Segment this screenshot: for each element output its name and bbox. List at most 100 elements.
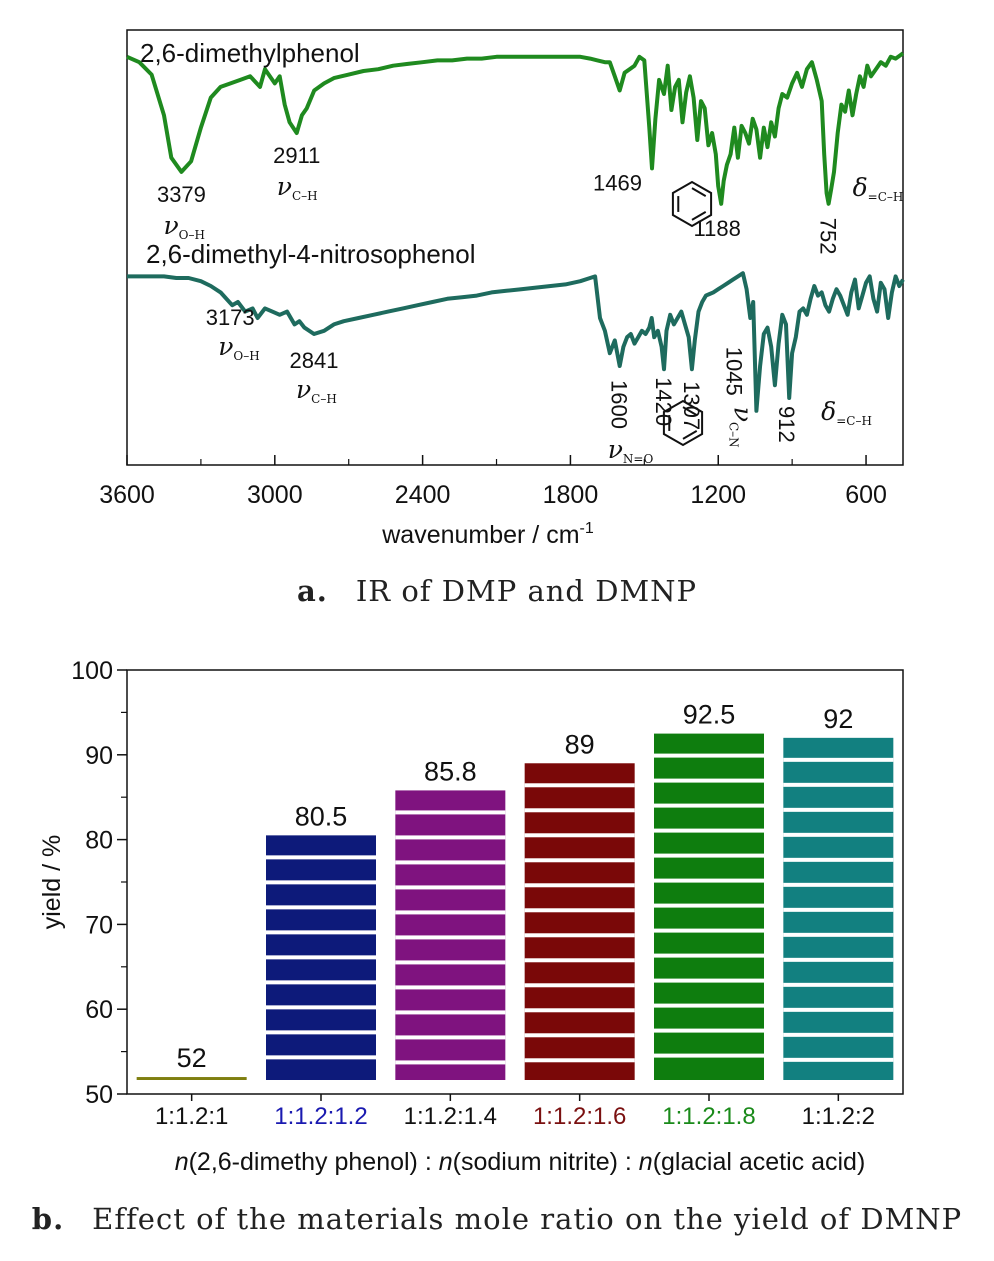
yield-bar-stripe: [783, 982, 894, 987]
yield-bar-stripe: [654, 803, 764, 808]
benzene-double-bond: [682, 406, 698, 416]
yield-y-axis-label: yield / %: [38, 835, 66, 929]
caption-b: b. Effect of the materials mole ratio on …: [0, 1202, 994, 1236]
ir-x-axis-label: wavenumber / cm-1: [381, 520, 594, 549]
ir-vibration-subscript: C–H: [292, 189, 318, 203]
yield-bar-stripe: [654, 753, 764, 758]
yield-bar-stripe: [654, 953, 764, 958]
benzene-ring-outline: [662, 399, 704, 447]
yield-bar-stripe: [524, 1058, 635, 1063]
yield-value-label: 52: [177, 1043, 207, 1073]
yield-category-label: 1:1.2:1.8: [662, 1103, 755, 1130]
ir-x-tick-label: 3000: [247, 481, 303, 509]
ir-peak-label: 1045: [721, 347, 746, 396]
yield-bar-stripe: [654, 1053, 764, 1058]
benzene-icon: [671, 180, 713, 228]
yield-bar-stripe: [524, 833, 635, 838]
yield-bar-stripe: [524, 983, 635, 988]
ir-x-tick-label: 3600: [99, 481, 155, 509]
yield-bar-stripe: [654, 1003, 764, 1008]
caption-b-letter: b.: [31, 1202, 65, 1236]
yield-value-label: 85.8: [424, 756, 477, 786]
yield-bar-stripe: [783, 782, 894, 787]
yield-bar-stripe: [266, 1030, 376, 1035]
ir-vibration-label: νC–H: [296, 375, 337, 406]
benzene-double-bond: [691, 211, 707, 221]
yield-bar-stripe: [783, 882, 894, 887]
yield-bar-stripe: [524, 933, 635, 938]
ir-vibration-label: νC–H: [277, 172, 318, 203]
yield-bar-stripe: [266, 855, 376, 860]
benzene-ring-outline: [671, 180, 713, 228]
ir-vibration-subscript: =C–H: [836, 414, 872, 428]
ir-peak-label: 1600: [607, 380, 632, 429]
ir-vibration-subscript: =C–H: [868, 190, 904, 204]
benzene-icon: [662, 399, 704, 447]
yield-x-axis-label-part: n: [439, 1148, 453, 1176]
yield-bar-stripe: [783, 957, 894, 962]
yield-bar-stripe: [524, 783, 635, 788]
yield-bar-stripe: [654, 928, 764, 933]
benzene-double-bond: [691, 187, 707, 197]
ir-x-tick-label: 2400: [395, 481, 451, 509]
yield-bar-stripe: [395, 935, 506, 940]
ir-peak-label: 752: [816, 218, 841, 255]
yield-bar-stripe: [395, 860, 506, 865]
yield-bar-stripe: [783, 1057, 894, 1062]
ir-plot-frame: [126, 29, 904, 466]
yield-y-tick-label: 100: [71, 657, 113, 685]
yield-bar-stripe: [524, 908, 635, 913]
ir-peak-label: 1188: [694, 216, 741, 241]
yield-category-label: 1:1.2:1: [155, 1103, 228, 1130]
yield-y-tick-label: 50: [85, 1081, 113, 1109]
yield-category-label: 1:1.2:1.6: [533, 1103, 626, 1130]
yield-bar-stripe: [654, 778, 764, 783]
yield-bar-stripe: [395, 810, 506, 815]
ir-series-line-0: [126, 51, 905, 206]
yield-bar-stripe: [783, 857, 894, 862]
ir-vibration-label: δ=C–H: [853, 173, 904, 204]
yield-bar-stripe: [783, 832, 894, 837]
yield-category-label: 1:1.2:2: [802, 1103, 875, 1130]
yield-bar-stripe: [524, 808, 635, 813]
yield-bar-fill: [136, 1077, 247, 1080]
yield-x-axis-label-part: (glacial acetic acid): [653, 1148, 866, 1176]
ir-x-tick-label: 1800: [543, 481, 599, 509]
yield-x-axis-label-part: n: [175, 1148, 189, 1176]
yield-bar-stripe: [654, 903, 764, 908]
yield-bar-stripe: [395, 835, 506, 840]
yield-bar-stripe: [524, 1033, 635, 1038]
yield-bar-stripe: [783, 907, 894, 912]
yield-bar-stripe: [654, 828, 764, 833]
ir-vibration-subscript: C–H: [311, 392, 337, 406]
ir-peak-label: 3379: [157, 182, 206, 207]
yield-bar-stripe: [266, 905, 376, 910]
yield-bar-stripe: [783, 1032, 894, 1037]
ir-x-tick-label: 1200: [690, 481, 746, 509]
yield-bar-stripe: [783, 1007, 894, 1012]
yield-bar: [266, 835, 376, 1080]
yield-bar-stripe: [395, 985, 506, 990]
yield-bar: [136, 1077, 247, 1080]
yield-bar: [395, 790, 506, 1080]
yield-value-label: 89: [565, 729, 595, 759]
caption-a-letter: a.: [296, 574, 328, 608]
yield-bar-stripe: [524, 1008, 635, 1013]
ir-x-tick-label: 600: [845, 481, 887, 509]
yield-category-label: 1:1.2:1.2: [274, 1103, 367, 1130]
yield-y-tick-label: 70: [85, 911, 113, 939]
yield-y-tick-label: 60: [85, 996, 113, 1024]
ir-x-axis-label-sup: -1: [580, 520, 594, 537]
yield-bar-stripe: [266, 980, 376, 985]
ir-vibration-subscript: O–H: [233, 349, 259, 363]
ir-vibration-label: νO–H: [218, 332, 260, 363]
ir-peak-label: 2911: [273, 143, 320, 168]
yield-bar-stripe: [266, 1055, 376, 1060]
yield-bar-stripe: [783, 757, 894, 762]
yield-bar-stripe: [783, 932, 894, 937]
yield-value-label: 92: [823, 704, 853, 734]
yield-bar-stripe: [395, 960, 506, 965]
yield-x-axis-label-part: n: [639, 1148, 653, 1176]
yield-x-axis-label-part: (2,6-dimethy phenol) :: [189, 1148, 439, 1176]
yield-bar-stripe: [654, 878, 764, 883]
